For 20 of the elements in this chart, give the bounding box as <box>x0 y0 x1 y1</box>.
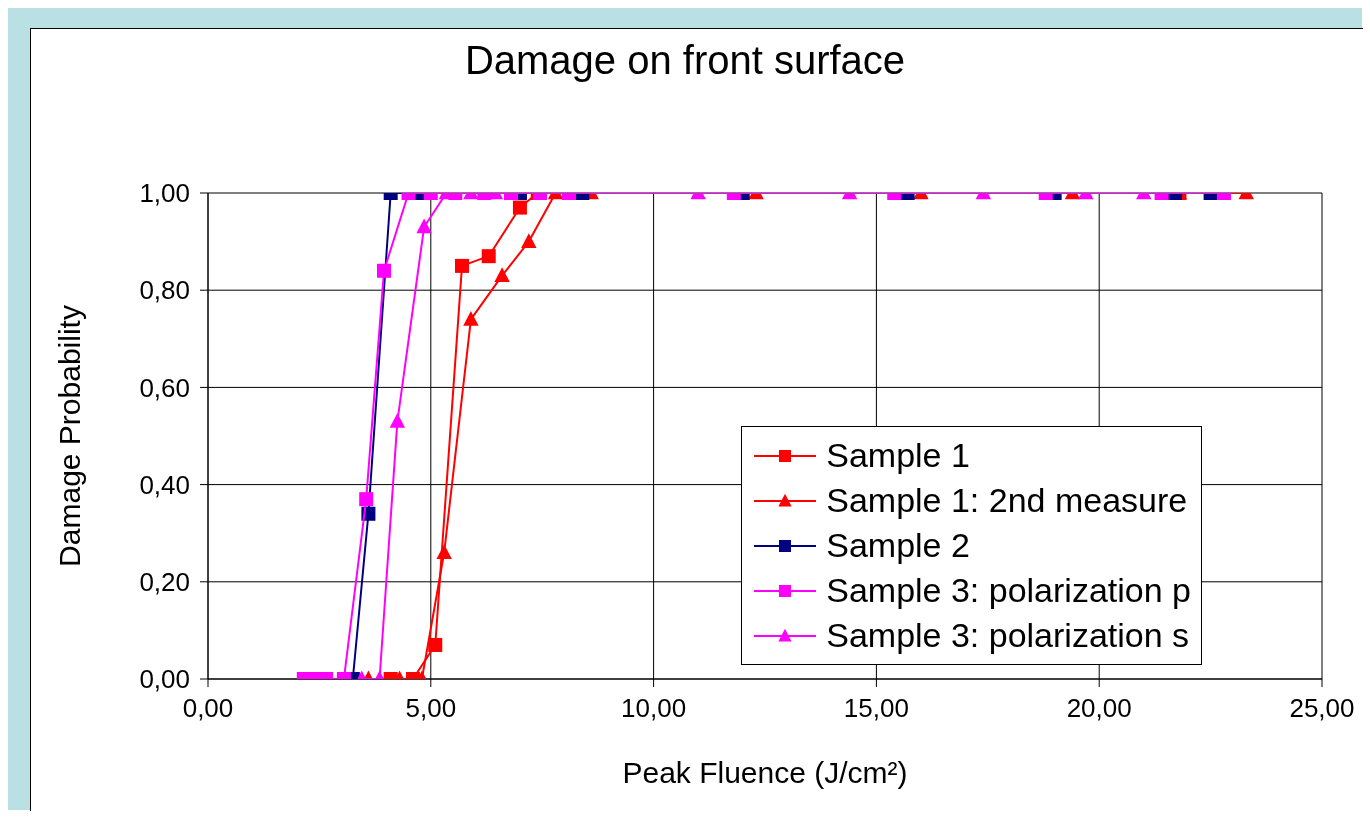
x-tick-label: 10,00 <box>621 693 687 724</box>
x-tick-label: 20,00 <box>1066 693 1132 724</box>
legend-label: Sample 1 <box>826 436 970 475</box>
x-axis-title: Peak Fluence (J/cm²) <box>621 756 909 790</box>
legend-label: Sample 3: polarization s <box>826 616 1190 655</box>
legend-label: Sample 1: 2nd measure <box>826 481 1188 520</box>
x-tick-label: 25,00 <box>1289 693 1355 724</box>
x-tick-label: 15,00 <box>843 693 909 724</box>
y-tick-label: 0,80 <box>139 275 190 306</box>
y-tick-label: 0,00 <box>139 664 190 695</box>
y-tick-label: 0,20 <box>139 567 190 598</box>
y-tick-label: 1,00 <box>139 178 190 209</box>
y-tick-label: 0,60 <box>139 372 190 403</box>
chart-title: Damage on front surface <box>463 38 907 83</box>
y-tick-label: 0,40 <box>139 469 190 500</box>
x-tick-label: 5,00 <box>405 693 457 724</box>
legend-label: Sample 2 <box>826 526 970 565</box>
x-tick-label: 0,00 <box>182 693 234 724</box>
y-axis-title: Damage Probability <box>53 305 87 567</box>
legend-label: Sample 3: polarization p <box>826 571 1191 610</box>
